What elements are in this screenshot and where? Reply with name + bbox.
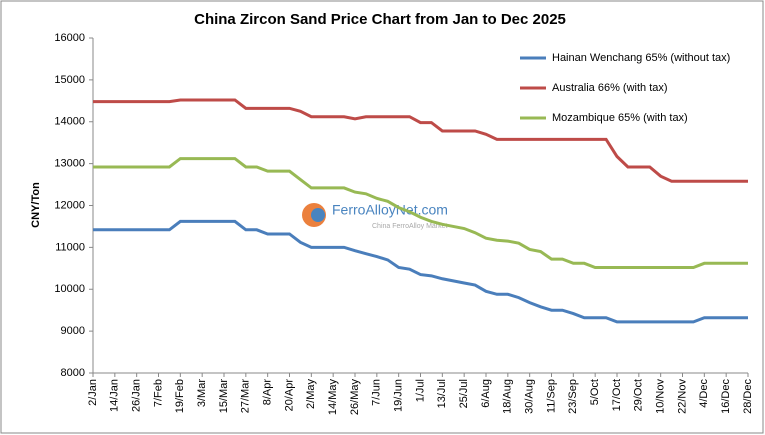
y-tick-label: 13000	[54, 158, 85, 170]
x-tick-label: 10/Nov	[655, 379, 667, 414]
y-tick-label: 12000	[54, 199, 85, 211]
x-tick-label: 26/May	[349, 379, 361, 416]
x-tick-label: 14/May	[327, 379, 339, 416]
watermark-logo	[311, 208, 325, 222]
x-tick-label: 29/Oct	[633, 379, 645, 411]
x-tick-label: 18/Aug	[502, 379, 514, 414]
watermark-text: FerroAlloyNet.com	[332, 202, 448, 218]
x-tick-label: 1/Jul	[414, 379, 426, 402]
x-tick-label: 11/Sep	[545, 379, 557, 413]
y-tick-label: 15000	[54, 74, 85, 86]
x-tick-label: 27/Mar	[240, 379, 252, 414]
x-tick-label: 4/Dec	[698, 379, 710, 408]
x-tick-label: 3/Mar	[196, 379, 208, 407]
x-tick-label: 25/Jul	[458, 379, 470, 408]
series-line	[93, 157, 748, 269]
x-tick-label: 13/Jul	[436, 379, 448, 408]
x-tick-label: 19/Feb	[174, 379, 186, 413]
x-tick-label: 23/Sep	[567, 379, 579, 414]
x-tick-label: 17/Oct	[611, 379, 623, 411]
x-tick-label: 28/Dec	[742, 379, 754, 414]
y-tick-label: 8000	[61, 367, 85, 379]
x-tick-label: 8/Apr	[262, 379, 274, 406]
series-line	[93, 219, 748, 324]
x-tick-label: 6/Aug	[480, 379, 492, 408]
x-tick-label: 5/Oct	[589, 379, 601, 405]
x-tick-label: 26/Jan	[131, 379, 143, 412]
watermark-subtext: China FerroAlloy Market	[372, 223, 448, 230]
y-tick-label: 16000	[54, 32, 85, 44]
chart-title: China Zircon Sand Price Chart from Jan t…	[194, 11, 566, 28]
x-tick-label: 15/Mar	[218, 379, 230, 414]
x-tick-label: 2/May	[305, 379, 317, 409]
x-tick-label: 20/Apr	[283, 379, 295, 412]
y-tick-label: 14000	[54, 116, 85, 128]
x-tick-label: 2/Jan	[87, 379, 99, 406]
x-tick-label: 19/Jun	[393, 379, 405, 412]
y-axis-label: CNY/Ton	[30, 182, 42, 228]
x-tick-label: 16/Dec	[720, 379, 732, 414]
x-tick-label: 30/Aug	[524, 379, 536, 414]
legend-label: Hainan Wenchang 65% (without tax)	[552, 52, 730, 64]
watermark: FerroAlloyNet.com China FerroAlloy Marke…	[302, 202, 448, 230]
x-tick-label: 7/Feb	[152, 379, 164, 407]
x-tick-label: 7/Jun	[371, 379, 383, 406]
x-tick-label: 22/Nov	[676, 379, 688, 414]
x-tick-label: 14/Jan	[109, 379, 121, 412]
y-tick-label: 9000	[61, 325, 85, 337]
legend-label: Australia 66% (with tax)	[552, 82, 668, 94]
y-tick-label: 11000	[55, 241, 85, 253]
legend-label: Mozambique 65% (with tax)	[552, 112, 688, 124]
y-tick-label: 10000	[54, 283, 85, 295]
series-line	[93, 98, 748, 183]
